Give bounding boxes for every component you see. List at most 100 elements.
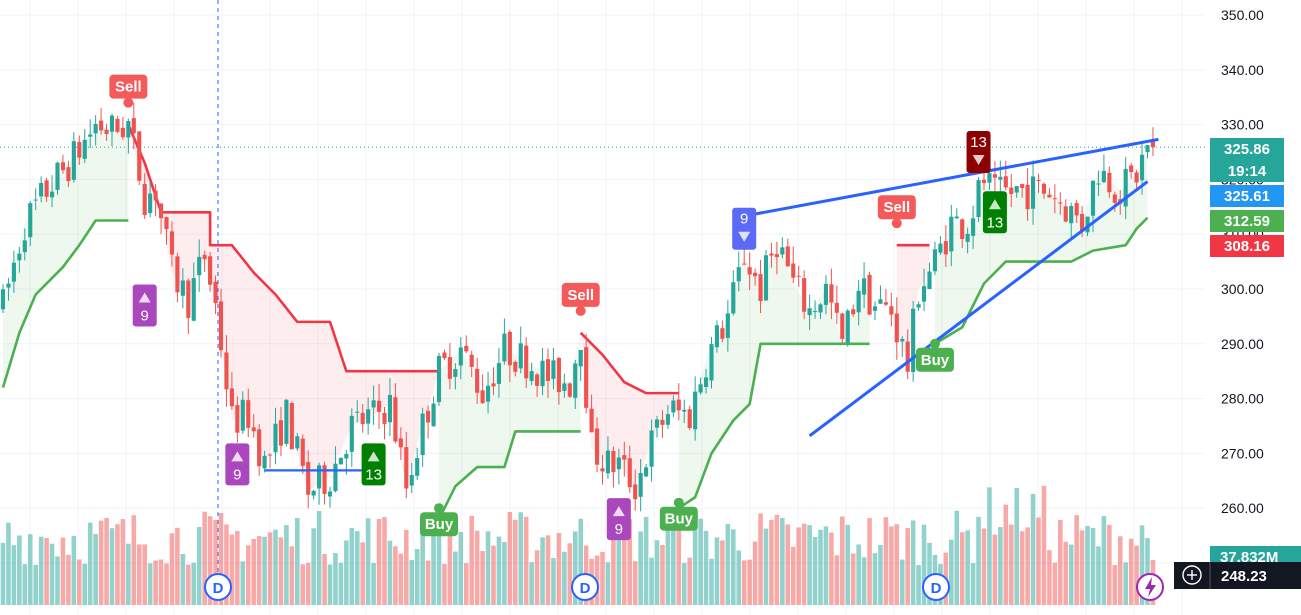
volume-bar [1063,541,1069,605]
volume-bar [17,535,22,605]
volume-bar [758,513,763,605]
volume-bar [850,553,856,605]
volume-bar [845,524,851,605]
axis-tick-label: 330.00 [1221,117,1264,133]
volume-bar [180,553,186,605]
volume-bar [267,532,273,605]
candle-body [442,352,447,359]
candle-body [1030,176,1036,209]
candle-body [1036,179,1041,181]
candle-body [376,400,382,412]
volume-bar [540,537,545,605]
candle-body [485,385,491,402]
volume-bar [616,524,622,605]
volume-bar [665,522,671,605]
volume-bar [861,557,867,605]
volume-bar [856,544,861,605]
candle-body [322,465,327,494]
candle-body [327,491,333,497]
crosshair-price-label: 248.23 [1221,568,1267,585]
candle-body [355,411,360,413]
volume-bar [295,517,300,605]
volume-bar [49,543,55,605]
candle-body [758,274,763,302]
volume-bar [229,534,235,605]
candle-body [1069,205,1074,224]
candle-body [660,419,665,425]
candle-body [382,412,387,424]
volume-bar [316,511,322,605]
td-mark [732,207,757,250]
volume-bar [235,530,240,605]
volume-bar [245,545,251,605]
candle-body [33,199,38,201]
axis-tick-label: 270.00 [1221,445,1264,461]
candle-body [240,399,245,431]
volume-bar [349,527,355,605]
volume-bar [1123,562,1128,605]
dividend-label: D [931,580,942,597]
candle-body [257,429,262,467]
candle-body [518,343,523,369]
volume-bar [1079,530,1085,605]
candle-body [943,241,948,255]
volume-bar [1112,564,1118,605]
candle-body [981,179,987,184]
volume-bar [327,564,333,605]
volume-bar [720,540,725,605]
candle-body [1112,194,1117,203]
arrow-down-icon [738,231,751,242]
candle-body [1096,183,1101,185]
axis-tick-label: 280.00 [1221,391,1264,407]
volume-bar [638,531,643,605]
lightning-icon [1145,577,1156,597]
volume-bar [572,531,578,605]
candle-body [883,302,888,305]
candle-body [246,400,251,428]
volume-bar [38,536,44,605]
candle-body [431,403,436,427]
volume-bar [202,511,207,605]
candle-body [638,472,643,497]
dividend-marker [922,573,950,601]
volume-bar [954,510,960,605]
trend-lines [0,137,1205,472]
candle-body [1009,187,1014,194]
candle-body [807,308,812,316]
candle-body [404,447,409,489]
candle-body [1085,216,1090,233]
volume-bar [22,564,28,605]
candle-body [93,123,98,134]
volume-bar [654,540,660,605]
candle-body [208,256,213,285]
candle-body [1020,184,1025,189]
candle-body [622,455,627,460]
plus-icon[interactable] [1182,565,1202,585]
arrow-up-icon [988,199,1001,210]
signal-label: Sell [883,199,910,216]
volume-bar [82,563,88,605]
buy-signal [915,347,954,372]
volume-bar [447,515,453,605]
volume-bar [692,517,698,605]
volume-bar [104,517,109,605]
volume-tag-label: 37.832M [1220,549,1278,566]
candle-body [551,360,556,379]
price-axis[interactable]: 350.00340.00330.00320.00310.00300.00290.… [1174,0,1301,615]
candle-body [949,216,954,252]
volume-bar [660,545,665,605]
volume-bar [262,536,267,605]
volume-bar [142,544,147,605]
td-mark [966,131,991,173]
candle-body [976,180,981,218]
volume-bar [807,525,812,605]
candle-body [938,243,943,253]
volume-bar [442,563,447,605]
volume-bar [0,542,6,605]
candle-body [60,162,66,171]
candle-body [627,458,632,488]
candle-body [840,313,845,339]
volume-bar [551,558,556,605]
